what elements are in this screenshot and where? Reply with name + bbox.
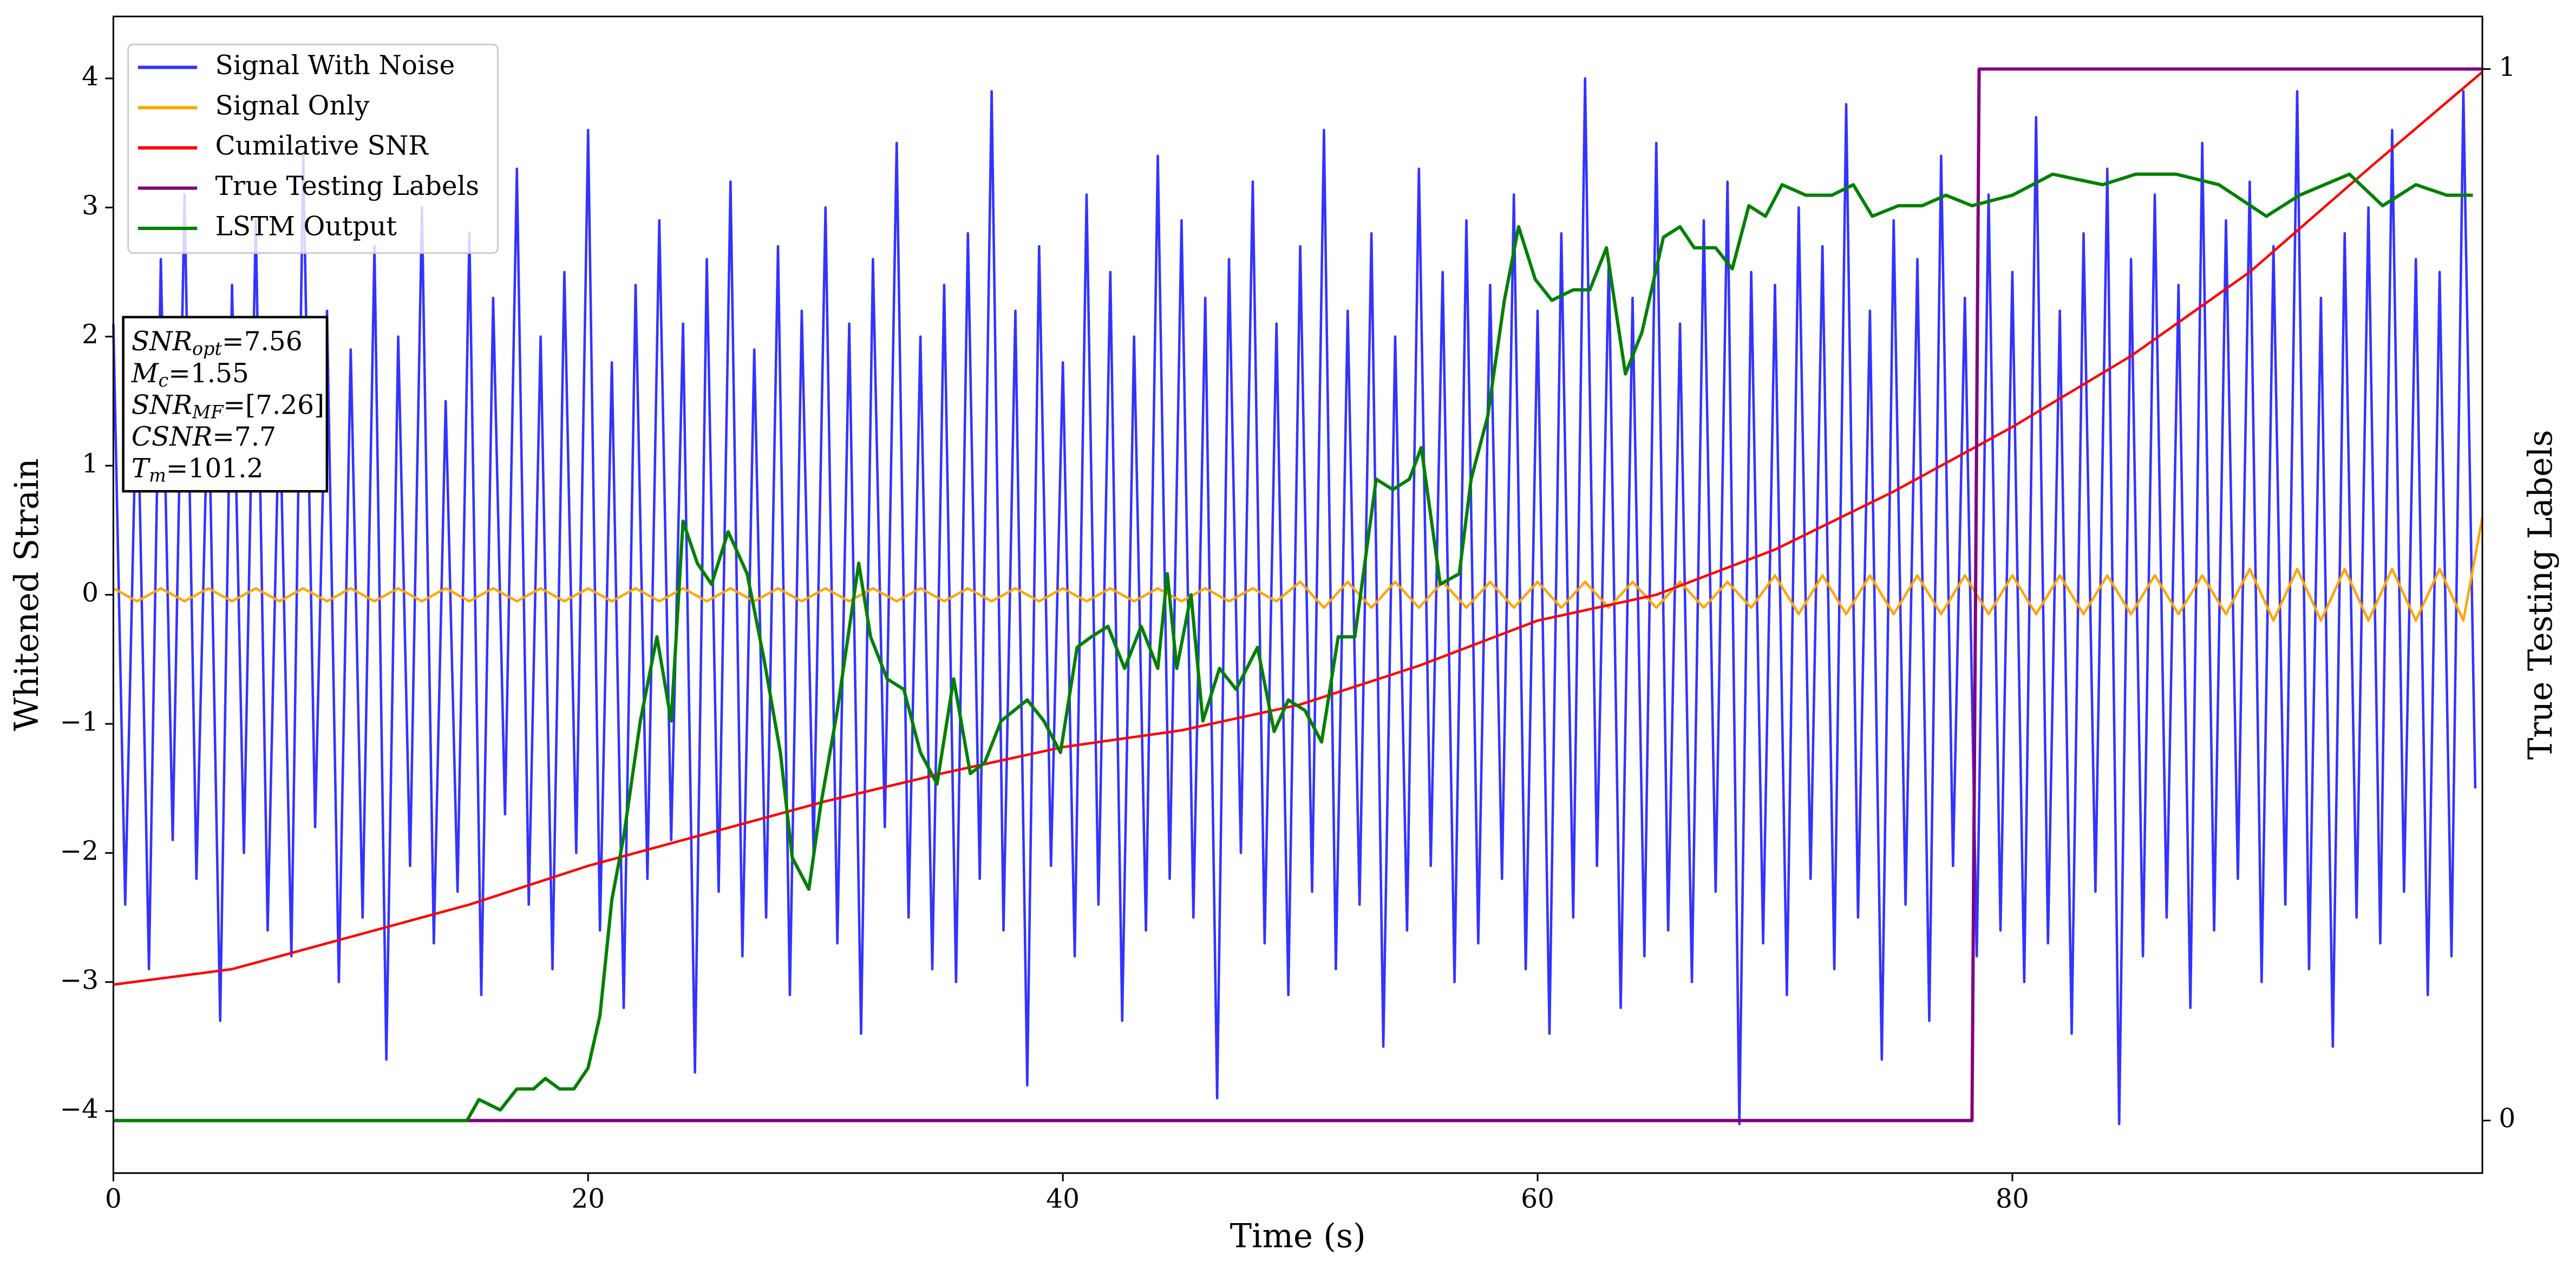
y2-tick-label: 1 xyxy=(2499,52,2515,82)
stats-subscript: opt xyxy=(192,338,222,359)
y-tick-label: 3 xyxy=(82,191,99,221)
stats-symbol: T xyxy=(132,453,151,484)
stats-line: Mc=1.55 xyxy=(131,358,249,391)
x-tick-label: 40 xyxy=(1046,1184,1080,1214)
x-tick-label: 80 xyxy=(1996,1184,2029,1214)
y-tick-label: 1 xyxy=(82,449,99,479)
stats-subscript: MF xyxy=(192,402,224,423)
series-line xyxy=(112,77,2477,1126)
y-tick-label: 0 xyxy=(82,578,99,608)
stats-symbol: M xyxy=(131,358,159,388)
y-axis-label: Whitened Strain xyxy=(8,459,46,731)
stats-subscript: c xyxy=(158,370,168,391)
stats-box: SNRopt=7.56Mc=1.55SNRMF=[7.26]CSNR=7.7Tm… xyxy=(122,316,329,493)
stats-frame xyxy=(122,316,329,493)
legend-label: Signal Only xyxy=(215,90,370,121)
series-line xyxy=(113,67,2483,1122)
stats-symbol: SNR xyxy=(132,326,192,357)
stats-symbol: SNR xyxy=(132,390,192,420)
stats-line: SNRopt=7.56 xyxy=(132,326,303,360)
legend-label: Cumilative SNR xyxy=(215,131,429,161)
x-axis-label: Time (s) xyxy=(1230,1218,1366,1256)
x-tick-label: 60 xyxy=(1521,1184,1554,1214)
stats-subscript: m xyxy=(149,465,166,486)
stats-value: =101.2 xyxy=(166,453,264,484)
y-tick-label: −1 xyxy=(60,707,99,737)
legend: Signal With Noise Signal Only Cumilative S… xyxy=(127,43,499,254)
stats-value: =7.56 xyxy=(222,326,303,357)
plot-area xyxy=(112,67,2484,1126)
legend-label: Signal With Noise xyxy=(215,50,455,81)
stats-line: CSNR=7.7 xyxy=(132,421,276,452)
stats-line: Tm=101.2 xyxy=(132,453,264,486)
legend-frame xyxy=(127,43,499,254)
y2-axis-label: True Testing Labels xyxy=(2522,430,2560,760)
legend-label: LSTM Output xyxy=(215,211,397,241)
series-line xyxy=(113,172,2473,1122)
y-tick-label: 2 xyxy=(82,319,99,350)
stats-value: =7.7 xyxy=(212,421,276,452)
series-line xyxy=(113,517,2484,622)
stats-line: SNRMF=[7.26] xyxy=(132,390,324,423)
y-tick-label: −4 xyxy=(60,1094,99,1125)
legend-label: True Testing Labels xyxy=(215,171,480,201)
x-tick-label: 0 xyxy=(105,1184,122,1214)
x-tick-label: 20 xyxy=(571,1184,605,1214)
y2-tick-label: 0 xyxy=(2499,1103,2515,1134)
stats-symbol: CSNR xyxy=(132,421,212,452)
y-tick-label: 4 xyxy=(82,61,99,92)
series-line xyxy=(113,71,2483,986)
y-tick-label: −3 xyxy=(60,965,99,995)
y-tick-label: −2 xyxy=(60,836,99,866)
stats-value: =[7.26] xyxy=(223,390,324,420)
stats-value: =1.55 xyxy=(168,358,249,388)
